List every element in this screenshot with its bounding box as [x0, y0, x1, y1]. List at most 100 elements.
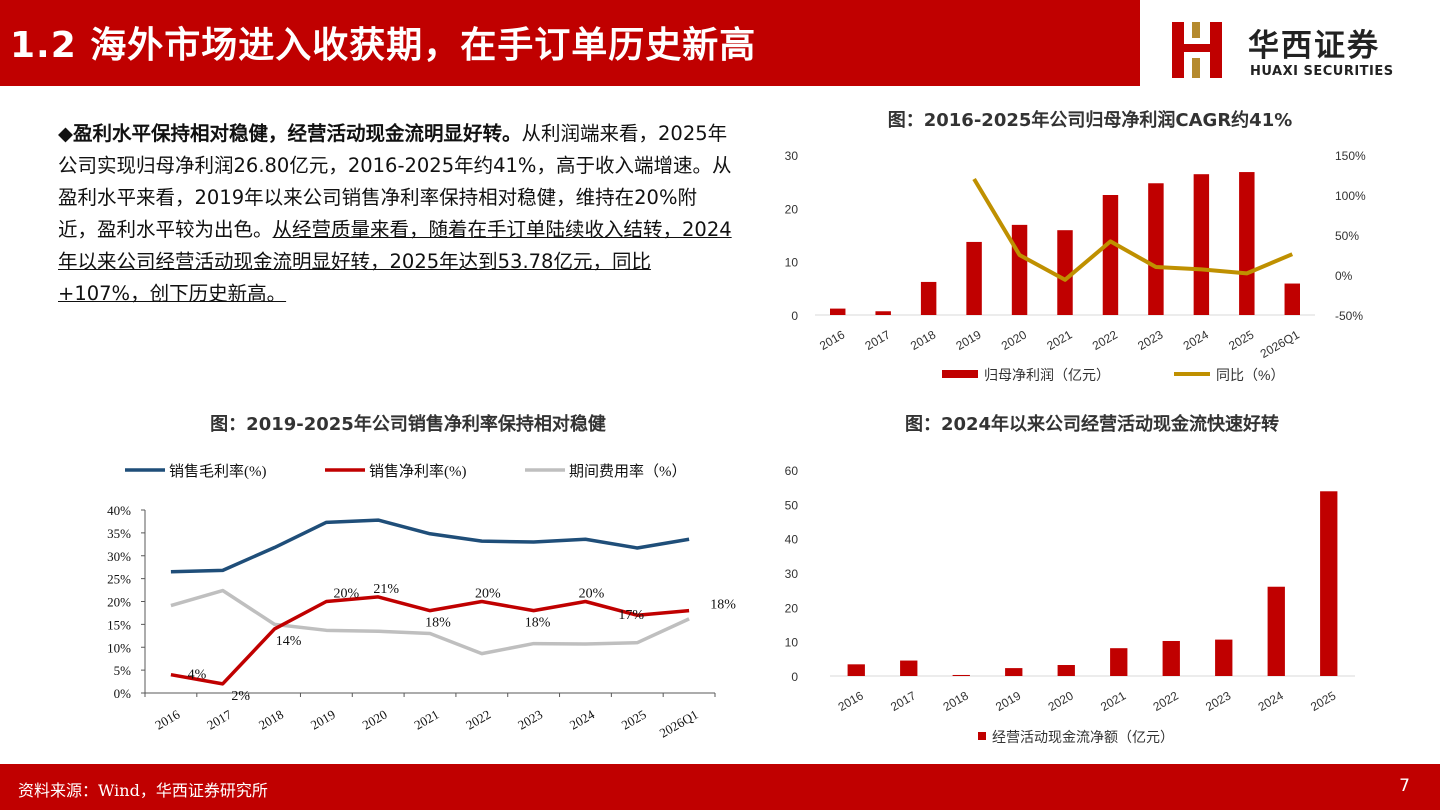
cashflow-bar — [1005, 668, 1023, 676]
profit-bar — [920, 281, 937, 315]
x-tick-label: 2020 — [1046, 688, 1076, 714]
source-note: 资料来源：Wind，华西证券研究所 — [18, 781, 268, 800]
summary-heading: 盈利水平保持相对稳健，经营活动现金流明显好转。 — [73, 122, 522, 145]
page-number: 7 — [1399, 776, 1410, 796]
x-tick-label: 2019 — [953, 327, 983, 353]
x-tick-label: 2021 — [1044, 327, 1074, 353]
profit-bar — [1011, 224, 1028, 315]
x-tick-label: 2026Q1 — [657, 707, 701, 741]
huaxi-logo-icon — [1172, 22, 1222, 78]
x-tick-label: 2016 — [817, 327, 847, 353]
x-tick-label: 2024 — [1256, 688, 1286, 714]
company-logo: 华西证券 HUAXI SECURITIES — [1160, 6, 1430, 86]
y-tick-label: 35% — [107, 526, 131, 541]
legend-label-yoy: 同比（%） — [1216, 367, 1284, 383]
chart2-margin-lines: 0% 5% 10% 15% 20% 25% 30% 35% 40% 4% 2% 14% 20% 21% 18… — [107, 463, 736, 741]
y-tick-label: 5% — [114, 663, 132, 678]
x-tick-label: 2018 — [256, 707, 286, 733]
profit-bar — [1057, 230, 1073, 315]
x-tick-label: 2025 — [619, 707, 649, 733]
left-tick-label: 30 — [785, 149, 799, 163]
y-tick-label: 30% — [107, 549, 131, 564]
profit-bar — [875, 311, 891, 315]
x-tick-label: 2019 — [993, 688, 1023, 714]
line-series-1 — [170, 595, 690, 686]
chart3-title: 图：2024年以来公司经营活动现金流快速好转 — [904, 414, 1280, 435]
x-tick-label: 2025 — [1226, 327, 1256, 353]
profit-bar — [1239, 172, 1255, 315]
x-tick-label: 2021 — [411, 707, 441, 733]
y-tick-label: 25% — [107, 572, 131, 587]
cashflow-bar — [952, 674, 970, 676]
title-bar: 1.2 海外市场进入收获期，在手订单历史新高 — [0, 0, 1140, 86]
x-tick-label: 2022 — [1090, 327, 1120, 353]
logo-english-name: HUAXI SECURITIES — [1250, 64, 1394, 79]
legend-label: 经营活动现金流净额（亿元） — [992, 729, 1174, 745]
x-tick-label: 2018 — [908, 327, 938, 353]
y-tick-label: 60 — [785, 464, 799, 478]
line-series-0 — [170, 518, 690, 574]
left-tick-label: 20 — [785, 202, 799, 216]
legend-label: 期间费用率（%） — [569, 463, 687, 480]
x-tick-label: 2019 — [308, 707, 338, 733]
net-margin-data-label: 20% — [475, 587, 501, 602]
x-tick-label: 2018 — [941, 688, 971, 714]
footer-bar: 资料来源：Wind，华西证券研究所 7 — [0, 764, 1440, 810]
net-margin-data-label: 20% — [579, 587, 605, 602]
left-tick-label: 0 — [791, 309, 798, 323]
profit-bar — [830, 308, 846, 315]
x-tick-label: 2025 — [1308, 688, 1338, 714]
x-tick-label: 2016 — [836, 688, 866, 714]
right-tick-label: -50% — [1335, 309, 1363, 323]
x-tick-label: 2016 — [152, 706, 182, 732]
yoy-line — [972, 177, 1294, 282]
x-tick-label: 2017 — [863, 327, 893, 353]
net-margin-data-label: 18% — [710, 598, 736, 613]
legend-swatch-profit — [942, 370, 978, 378]
line-series-2 — [170, 588, 690, 656]
y-tick-label: 20 — [785, 601, 799, 615]
summary-body: 从利润端来看，2025年公司实现归母净利润26.80亿元，2016-2025年约… — [58, 122, 732, 241]
x-tick-label: 2023 — [515, 707, 545, 733]
profit-bar — [1284, 283, 1300, 315]
right-tick-label: 0% — [1335, 269, 1353, 283]
y-tick-label: 30 — [785, 567, 799, 581]
cashflow-bar — [1320, 491, 1338, 676]
x-tick-label: 2026Q1 — [1258, 327, 1302, 361]
cashflow-bar — [847, 664, 865, 676]
summary-paragraph: ◆盈利水平保持相对稳健，经营活动现金流明显好转。从利润端来看，2025年公司实现… — [58, 118, 733, 310]
net-margin-data-label: 21% — [373, 582, 399, 597]
x-tick-label: 2017 — [888, 688, 918, 714]
profit-bar — [1102, 195, 1119, 315]
y-tick-label: 40 — [785, 533, 799, 547]
legend-label: 销售净利率(%) — [369, 463, 467, 480]
cashflow-bar — [1215, 639, 1233, 676]
chart3-cashflow-bars: 0 10 20 30 40 50 60 2016 2017 2018 2019 2020 2021 202… — [785, 464, 1355, 745]
cashflow-bar — [1267, 586, 1285, 676]
x-tick-label: 2022 — [463, 707, 493, 733]
x-tick-label: 2017 — [204, 706, 234, 732]
x-tick-label: 2020 — [999, 327, 1029, 353]
page-title: 1.2 海外市场进入收获期，在手订单历史新高 — [10, 25, 757, 66]
cashflow-bar — [1110, 648, 1128, 676]
right-tick-label: 50% — [1335, 229, 1359, 243]
profit-bar — [966, 241, 982, 315]
x-tick-label: 2022 — [1151, 688, 1181, 714]
x-tick-label: 2023 — [1135, 327, 1165, 353]
legend-swatch — [978, 732, 986, 740]
x-tick-label: 2024 — [1181, 327, 1211, 353]
right-tick-label: 100% — [1335, 189, 1366, 203]
chart1-title: 图：2016-2025年公司归母净利润CAGR约41% — [887, 110, 1293, 131]
x-tick-label: 2023 — [1203, 688, 1233, 714]
chart1-profit-bar-line: 0 10 20 30 -50% 0% 50% 100% 150% 2016 2017 2018 2019… — [785, 149, 1366, 383]
cashflow-bar — [1057, 665, 1075, 676]
y-tick-label: 0% — [114, 686, 132, 701]
chart2-title: 图：2019-2025年公司销售净利率保持相对稳健 — [210, 414, 606, 435]
profit-bar — [1193, 174, 1210, 315]
bullet-icon: ◆ — [58, 122, 73, 145]
x-tick-label: 2020 — [360, 707, 390, 733]
y-tick-label: 40% — [107, 503, 131, 518]
x-tick-label: 2021 — [1098, 688, 1128, 714]
summary-underlined: 从经营质量来看，随着在手订单陆续收入结转，2024年以来公司经营活动现金流明显好… — [58, 218, 732, 305]
y-tick-label: 50 — [785, 498, 799, 512]
